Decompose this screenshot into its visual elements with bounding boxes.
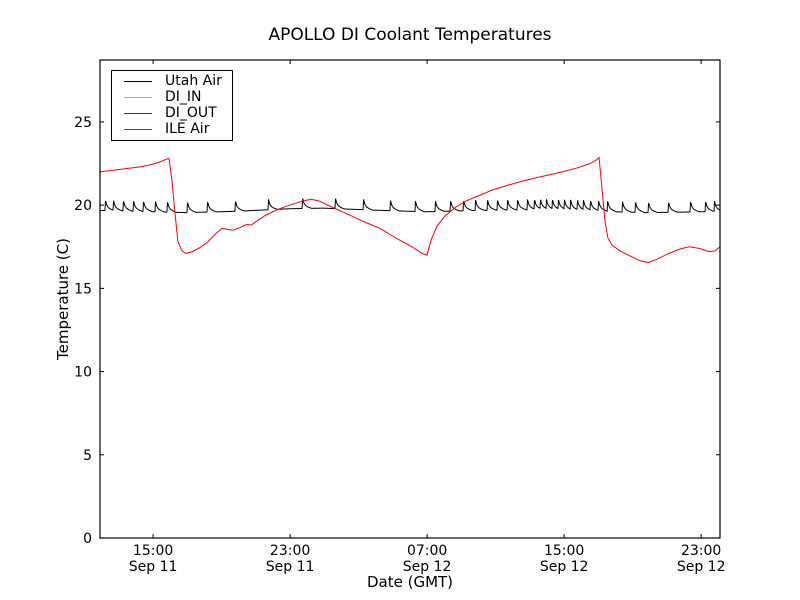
legend-item: Utah Air: [112, 72, 232, 89]
y-tick-label: 20: [74, 198, 92, 214]
x-tick-label-date: Sep 11: [266, 559, 315, 575]
x-tick-label-time: 23:00: [270, 543, 310, 559]
legend-line-sample: [124, 96, 152, 98]
x-tick-label-date: Sep 12: [403, 559, 452, 575]
legend-box: Utah Air DI_IN DI_OUT ILE Air: [111, 70, 233, 141]
legend-item: ILE Air: [112, 122, 232, 137]
legend-line-sample: [124, 113, 152, 115]
x-tick-label-time: 23:00: [681, 543, 721, 559]
legend-item: DI_OUT: [112, 106, 232, 121]
y-tick-label: 5: [83, 448, 92, 464]
y-tick-label: 25: [74, 115, 92, 131]
x-tick-label-date: Sep 11: [129, 559, 178, 575]
legend-line-sample: [124, 80, 152, 82]
legend-line-sample: [124, 129, 152, 131]
y-tick-label: 15: [74, 281, 92, 297]
legend-label: ILE Air: [165, 121, 210, 138]
legend-label: DI_IN: [165, 88, 202, 105]
x-tick-label-date: Sep 12: [677, 559, 726, 575]
legend-item: DI_IN: [112, 88, 232, 105]
x-tick-label-time: 07:00: [407, 543, 447, 559]
series-line-utah-air: [100, 198, 721, 214]
x-tick-label-date: Sep 12: [540, 559, 589, 575]
chart-title: APOLLO DI Coolant Temperatures: [268, 25, 552, 45]
x-tick-label-time: 15:00: [133, 543, 173, 559]
x-axis-label: Date (GMT): [366, 573, 454, 591]
y-tick-label: 10: [74, 365, 92, 381]
y-axis-label: Temperature (C): [54, 238, 72, 360]
x-tick-label-time: 15:00: [544, 543, 584, 559]
series-line-ile-air: [99, 156, 721, 264]
plot-border: [99, 59, 721, 539]
legend-label: Utah Air: [165, 72, 222, 89]
y-tick-label: 0: [83, 531, 92, 547]
legend-label: DI_OUT: [165, 105, 217, 122]
